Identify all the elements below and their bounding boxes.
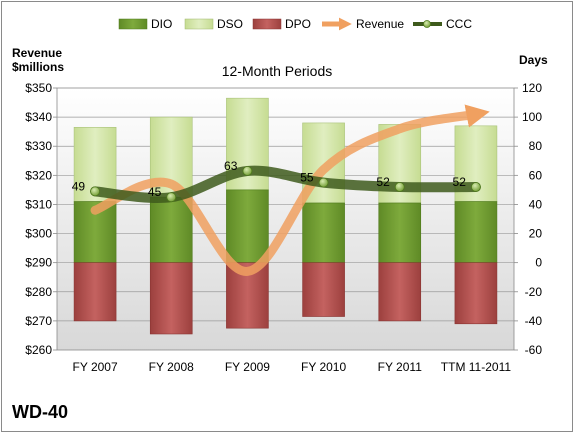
- left-tick-label: $260: [25, 343, 52, 357]
- legend-item-revenue: Revenue: [322, 17, 404, 31]
- x-tick-label: TTM 11-2011: [441, 360, 512, 374]
- ccc-line: [90, 165, 481, 203]
- bar-dio: [378, 202, 422, 263]
- right-tick-label: -60: [525, 343, 543, 357]
- legend-label-dio: DIO: [151, 17, 172, 31]
- left-tick-label: $310: [25, 197, 52, 211]
- left-axis-title-line1: Revenue: [12, 46, 62, 60]
- legend: DIO DSO DPO Revenue CCC: [118, 17, 472, 31]
- bar-dpo: [378, 262, 422, 322]
- legend-item-dso: DSO: [184, 17, 243, 31]
- legend-label-dso: DSO: [217, 17, 243, 31]
- company-name: WD-40: [12, 402, 68, 422]
- left-tick-label: $340: [25, 110, 52, 124]
- legend-label-dpo: DPO: [285, 17, 311, 31]
- ccc-data-label: 45: [148, 185, 162, 199]
- bar-dpo: [454, 262, 498, 325]
- bar-dio: [149, 196, 193, 263]
- legend-label-revenue: Revenue: [356, 17, 404, 31]
- revenue-series: [90, 104, 490, 276]
- right-tick-label: 20: [529, 227, 543, 241]
- bar-dpo: [73, 262, 117, 322]
- right-tick-label: 80: [529, 139, 543, 153]
- ccc-marker: [471, 182, 481, 192]
- x-tick-label: FY 2010: [301, 360, 346, 374]
- bar-dio: [226, 189, 269, 263]
- ccc-marker: [166, 192, 177, 203]
- right-tick-label: 40: [529, 197, 543, 211]
- right-axis-title: Days: [519, 53, 548, 67]
- legend-label-ccc: CCC: [446, 17, 472, 31]
- legend-item-dpo: DPO: [252, 17, 311, 31]
- x-axis: FY 2007 FY 2008 FY 2009 FY 2010 FY 2011 TTM 1…: [73, 360, 512, 374]
- ccc-marker: [90, 186, 100, 197]
- right-tick-label: 60: [529, 168, 543, 182]
- bar-dio: [302, 202, 345, 263]
- left-tick-label: $330: [25, 139, 52, 153]
- ccc-data-label: 63: [224, 159, 238, 173]
- plot-area: [56, 87, 515, 351]
- right-tick-label: 0: [535, 256, 542, 270]
- legend-swatch-dpo: [252, 18, 282, 30]
- legend-item-dio: DIO: [118, 17, 172, 31]
- right-tick-label: -40: [525, 314, 543, 328]
- left-tick-label: $320: [25, 168, 52, 182]
- right-tick-label: -20: [525, 285, 543, 299]
- ccc-data-label: 52: [453, 175, 467, 189]
- x-tick-label: FY 2011: [378, 360, 423, 374]
- legend-swatch-dio: [118, 18, 148, 30]
- x-tick-label: FY 2007: [73, 360, 118, 374]
- chart-subtitle: 12-Month Periods: [222, 63, 333, 79]
- legend-marker-ccc: [423, 20, 431, 28]
- ccc-series: 49 45 63 55 52 52: [72, 159, 481, 203]
- legend-swatch-dso: [184, 18, 214, 30]
- left-tick-label: $270: [25, 314, 52, 328]
- bar-dio: [454, 201, 498, 263]
- left-tick-label: $300: [25, 227, 52, 241]
- revenue-line: [90, 104, 490, 276]
- ccc-data-label: 55: [300, 171, 314, 185]
- legend-item-ccc: CCC: [413, 17, 472, 31]
- right-axis: -60 -40 -20 0 20 40 60 80 100 120: [514, 81, 542, 357]
- ccc-data-label: 49: [72, 179, 86, 193]
- x-tick-label: FY 2008: [149, 360, 194, 374]
- x-tick-label: FY 2009: [225, 360, 270, 374]
- ccc-marker: [394, 182, 405, 192]
- bar-dpo: [302, 262, 345, 317]
- left-axis: $260 $270 $280 $290 $300 $310 $320 $330 $340 $350: [25, 81, 57, 357]
- ccc-data-label: 52: [376, 175, 390, 189]
- left-tick-label: $280: [25, 285, 52, 299]
- right-tick-label: 100: [522, 110, 542, 124]
- ccc-marker: [242, 166, 253, 176]
- left-axis-title-line2: $millions: [12, 60, 64, 74]
- ccc-marker: [318, 177, 329, 188]
- left-tick-label: $290: [25, 256, 52, 270]
- left-tick-label: $350: [25, 81, 52, 95]
- bar-dpo: [149, 262, 193, 335]
- right-tick-label: 120: [522, 81, 542, 95]
